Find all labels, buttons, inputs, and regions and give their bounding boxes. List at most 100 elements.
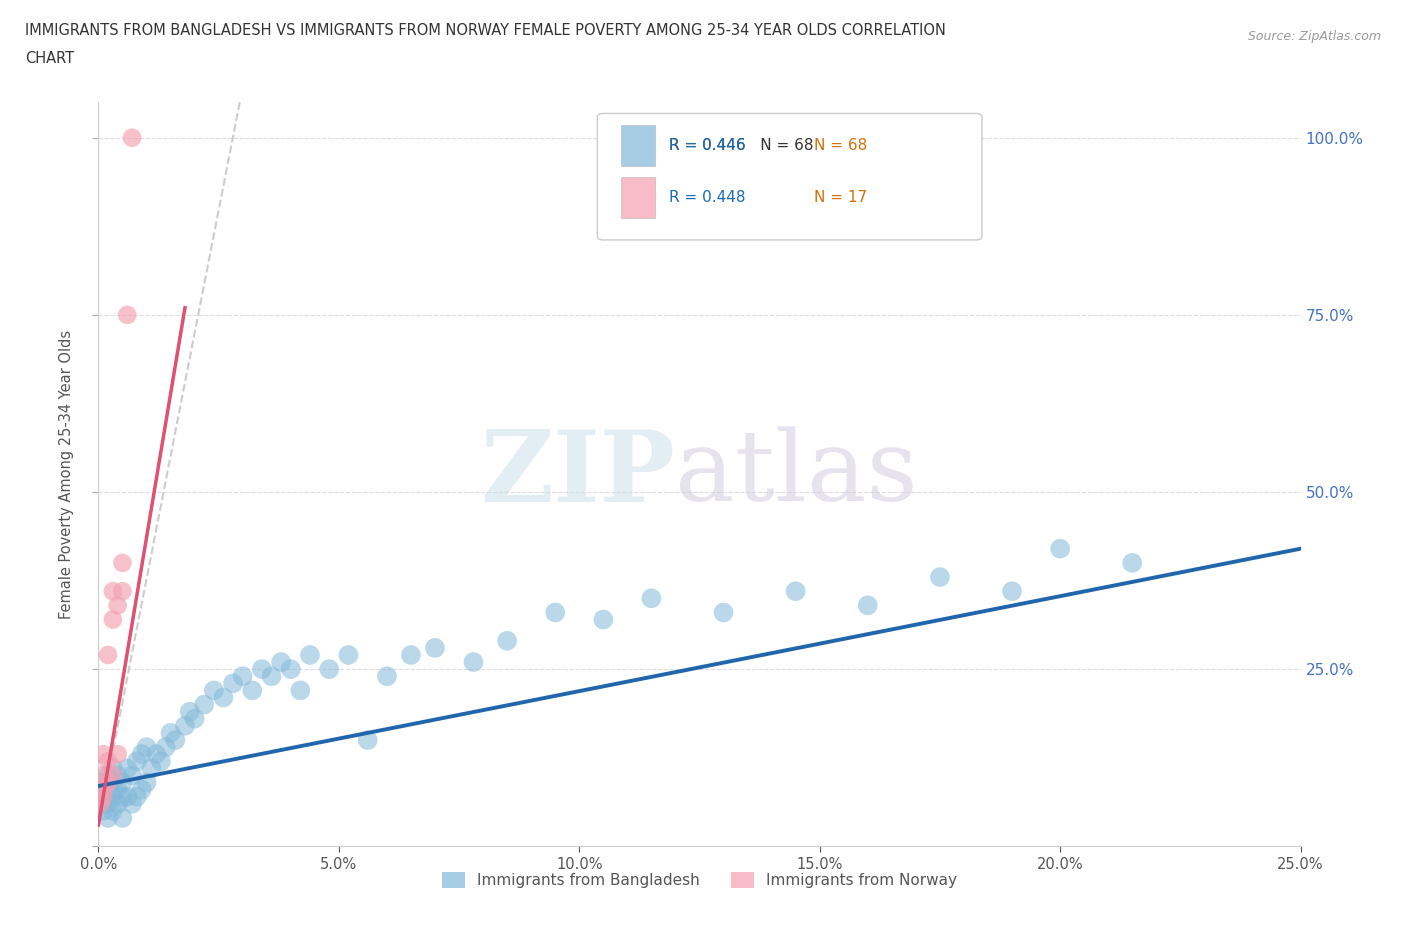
Point xyxy=(155,739,177,754)
Point xyxy=(90,796,112,811)
Point xyxy=(101,804,124,818)
Point xyxy=(91,775,114,790)
Point xyxy=(1001,584,1024,599)
Point xyxy=(111,555,134,570)
Point xyxy=(135,775,157,790)
Point xyxy=(97,647,120,662)
Point xyxy=(544,605,567,620)
Point xyxy=(141,761,163,776)
Point xyxy=(131,782,153,797)
Text: ZIP: ZIP xyxy=(481,426,675,523)
Point xyxy=(101,790,124,804)
Point xyxy=(107,768,129,783)
Point xyxy=(117,308,139,323)
FancyBboxPatch shape xyxy=(598,113,981,240)
Point xyxy=(357,733,380,748)
Point xyxy=(290,683,312,698)
Text: CHART: CHART xyxy=(25,51,75,66)
Point xyxy=(1121,555,1143,570)
Point xyxy=(91,804,114,818)
Point xyxy=(131,747,153,762)
Point xyxy=(91,790,114,804)
Point xyxy=(856,598,879,613)
Point xyxy=(91,782,114,797)
Point xyxy=(240,683,263,698)
FancyBboxPatch shape xyxy=(621,177,655,218)
Point xyxy=(91,747,114,762)
Point xyxy=(179,704,201,719)
Point xyxy=(111,775,134,790)
Point xyxy=(149,754,172,769)
Point xyxy=(91,796,114,811)
Point xyxy=(97,811,120,826)
Point xyxy=(250,662,273,677)
Point xyxy=(159,725,181,740)
Point xyxy=(928,569,950,584)
Point xyxy=(101,768,124,783)
Point xyxy=(107,747,129,762)
Point xyxy=(97,782,120,797)
Point xyxy=(785,584,807,599)
FancyBboxPatch shape xyxy=(621,125,655,166)
Point xyxy=(121,130,143,145)
Text: Source: ZipAtlas.com: Source: ZipAtlas.com xyxy=(1247,30,1381,43)
Point xyxy=(174,718,197,733)
Point xyxy=(111,584,134,599)
Point xyxy=(496,633,519,648)
Point xyxy=(97,796,120,811)
Point xyxy=(202,683,225,698)
Point xyxy=(125,790,148,804)
Point xyxy=(117,761,139,776)
Point xyxy=(270,655,292,670)
Point xyxy=(423,641,446,656)
Point xyxy=(232,669,254,684)
Point xyxy=(101,761,124,776)
Text: atlas: atlas xyxy=(675,426,918,523)
Point xyxy=(121,796,143,811)
Point xyxy=(183,711,205,726)
Point xyxy=(463,655,485,670)
Point xyxy=(117,790,139,804)
Point xyxy=(145,747,167,762)
Text: N = 17: N = 17 xyxy=(814,190,868,205)
Point xyxy=(260,669,283,684)
Point xyxy=(193,698,215,712)
Point xyxy=(97,754,120,769)
Point xyxy=(107,796,129,811)
Point xyxy=(280,662,302,677)
Point xyxy=(375,669,398,684)
Point xyxy=(97,768,120,783)
Point xyxy=(135,739,157,754)
Point xyxy=(1049,541,1071,556)
Point xyxy=(107,782,129,797)
Y-axis label: Female Poverty Among 25-34 Year Olds: Female Poverty Among 25-34 Year Olds xyxy=(59,330,75,618)
Point xyxy=(91,782,114,797)
Point xyxy=(640,591,662,605)
Text: R = 0.446   N = 68: R = 0.446 N = 68 xyxy=(669,138,814,153)
Point xyxy=(91,790,114,804)
Point xyxy=(91,768,114,783)
Point xyxy=(318,662,340,677)
Point xyxy=(592,612,614,627)
Point xyxy=(212,690,235,705)
Point xyxy=(298,647,321,662)
Point xyxy=(337,647,360,662)
Point xyxy=(97,775,120,790)
Text: IMMIGRANTS FROM BANGLADESH VS IMMIGRANTS FROM NORWAY FEMALE POVERTY AMONG 25-34 : IMMIGRANTS FROM BANGLADESH VS IMMIGRANTS… xyxy=(25,23,946,38)
Text: R = 0.446: R = 0.446 xyxy=(669,138,747,153)
Point xyxy=(165,733,187,748)
Point xyxy=(107,598,129,613)
Point xyxy=(121,768,143,783)
Legend: Immigrants from Bangladesh, Immigrants from Norway: Immigrants from Bangladesh, Immigrants f… xyxy=(436,866,963,895)
Point xyxy=(101,584,124,599)
Point xyxy=(399,647,422,662)
Point xyxy=(111,811,134,826)
Point xyxy=(713,605,735,620)
Text: R = 0.448: R = 0.448 xyxy=(669,190,747,205)
Point xyxy=(222,676,245,691)
Text: N = 68: N = 68 xyxy=(814,138,868,153)
Point xyxy=(101,612,124,627)
Point xyxy=(101,775,124,790)
Point xyxy=(111,790,134,804)
Point xyxy=(125,754,148,769)
